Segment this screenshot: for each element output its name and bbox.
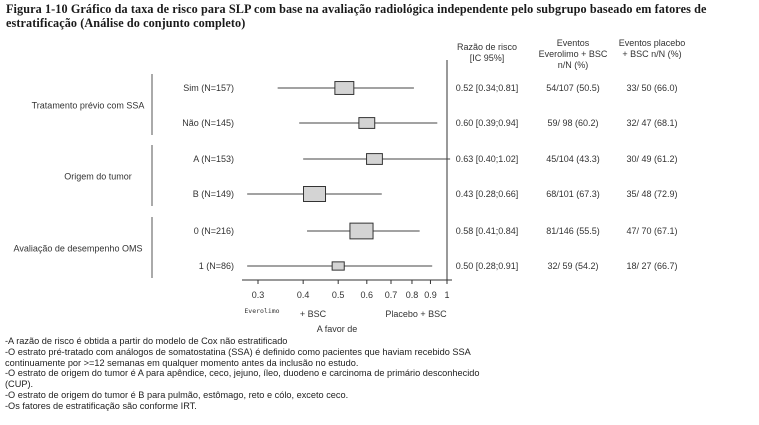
x-tick-label: 0.6 [361, 290, 374, 300]
hr-box [303, 186, 327, 202]
footnote-line: -O estrato de origem do tumor é B para p… [5, 389, 349, 400]
everolimo-events: 81/146 (55.5) [546, 226, 600, 236]
x-tick-label: 0.7 [385, 290, 398, 300]
everolimo-events: 54/107 (50.5) [546, 83, 600, 93]
favor-caption: A favor de [317, 324, 358, 334]
placebo-events: 32/ 47 (68.1) [626, 118, 677, 128]
subgroup-label: B (N=149) [193, 189, 234, 199]
hr-value: 0.58 [0.41;0.84] [456, 226, 519, 236]
placebo-events: 30/ 49 (61.2) [626, 154, 677, 164]
footnote-line: continuamente por >=12 semanas em qualqu… [5, 357, 359, 368]
figure-title: Figura 1-10 Gráfico da taxa de risco par… [6, 2, 707, 30]
subgroup-label: Sim (N=157) [183, 83, 234, 93]
col-header-hr: [IC 95%] [470, 53, 505, 63]
hr-box [334, 81, 355, 95]
subgroup-label: 1 (N=86) [199, 261, 234, 271]
footnote-line: -Os fatores de estratificação são confor… [5, 400, 197, 411]
col-header-placebo: + BSC n/N (%) [622, 49, 681, 59]
footnote-line: (CUP). [5, 379, 34, 390]
placebo-events: 18/ 27 (66.7) [626, 261, 677, 271]
group-label: Tratamento prévio com SSA [32, 101, 145, 111]
footnotes: -A razão de risco é obtida a partir do m… [5, 336, 750, 412]
x-tick-label: 0.5 [332, 290, 345, 300]
favor-left-sub-label: + BSC [300, 309, 327, 319]
hr-box [331, 261, 345, 271]
group-label: Origem do tumor [64, 172, 132, 182]
hr-box [366, 153, 383, 165]
everolimo-events: 59/ 98 (60.2) [547, 118, 598, 128]
footnote-line: -O estrato pré-tratado com análogos de s… [5, 346, 471, 357]
favor-left-label: Everolimo [244, 307, 279, 315]
subgroup-label: 0 (N=216) [194, 226, 234, 236]
subgroup-label: Não (N=145) [182, 118, 234, 128]
x-tick-label: 0.4 [297, 290, 310, 300]
everolimo-events: 32/ 59 (54.2) [547, 261, 598, 271]
col-header-everolimo: Everolimo + BSC [539, 49, 608, 59]
footnote-line: -A razão de risco é obtida a partir do m… [5, 336, 288, 346]
x-tick-label: 1 [444, 290, 449, 300]
hr-value: 0.43 [0.28;0.66] [456, 189, 519, 199]
group-label: Avaliação de desempenho OMS [14, 244, 143, 254]
x-tick-label: 0.8 [406, 290, 419, 300]
placebo-events: 35/ 48 (72.9) [626, 189, 677, 199]
everolimo-events: 45/104 (43.3) [546, 154, 600, 164]
col-header-everolimo: n/N (%) [558, 60, 589, 70]
hr-box [349, 222, 374, 240]
placebo-events: 47/ 70 (67.1) [626, 226, 677, 236]
hr-value: 0.52 [0.34;0.81] [456, 83, 519, 93]
subgroup-label: A (N=153) [193, 154, 234, 164]
x-tick-label: 0.3 [252, 290, 265, 300]
everolimo-events: 68/101 (67.3) [546, 189, 600, 199]
col-header-everolimo: Eventos [557, 38, 590, 48]
favor-right-label: Placebo + BSC [385, 309, 447, 319]
placebo-events: 33/ 50 (66.0) [626, 83, 677, 93]
hr-value: 0.50 [0.28;0.91] [456, 261, 519, 271]
hr-box [358, 117, 376, 129]
col-header-hr: Razão de risco [457, 42, 517, 52]
footnote-line: -O estrato de origem do tumor é A para a… [5, 368, 480, 379]
hr-value: 0.63 [0.40;1.02] [456, 154, 519, 164]
x-tick-label: 0.9 [424, 290, 437, 300]
hr-value: 0.60 [0.39;0.94] [456, 118, 519, 128]
col-header-placebo: Eventos placebo [619, 38, 686, 48]
